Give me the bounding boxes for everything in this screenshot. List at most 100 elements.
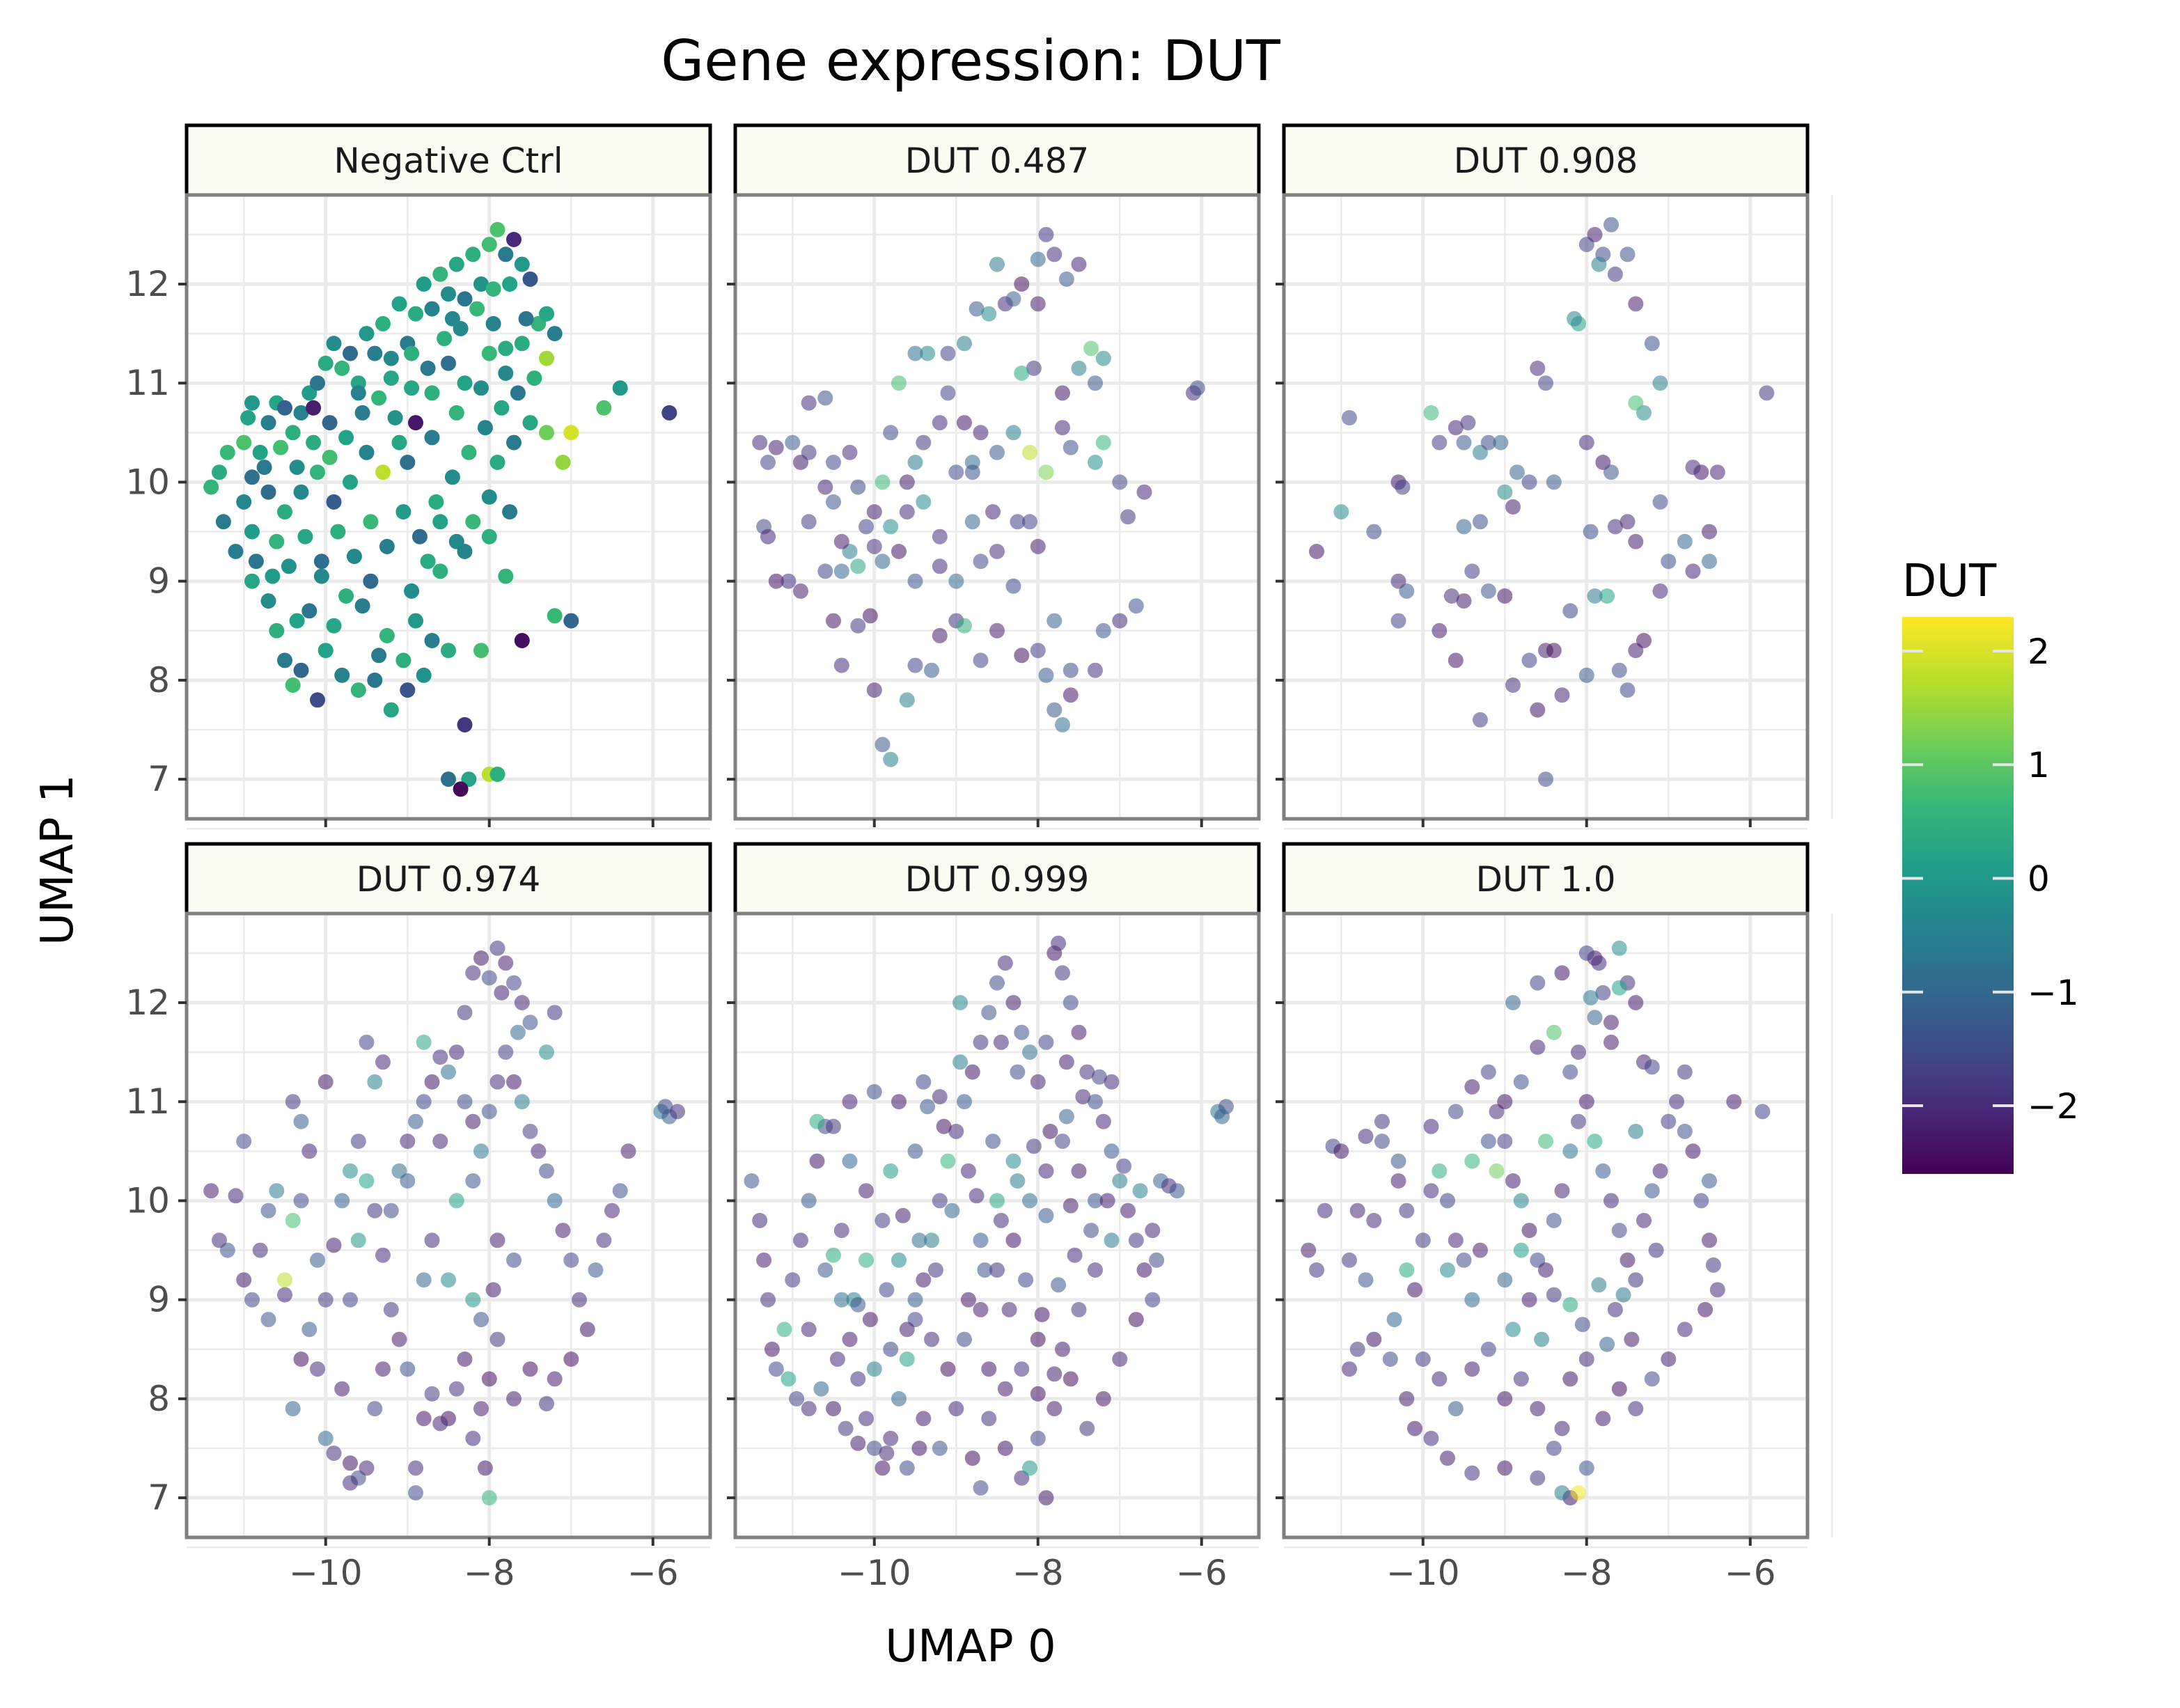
data-point xyxy=(1702,1232,1717,1248)
points xyxy=(752,226,1205,767)
data-point xyxy=(1611,662,1627,678)
data-point xyxy=(1497,1390,1513,1407)
data-point xyxy=(1546,1212,1562,1228)
data-point xyxy=(858,1183,874,1199)
data-point xyxy=(973,1480,989,1496)
data-point xyxy=(1554,1485,1570,1501)
data-point xyxy=(1554,965,1570,981)
data-point xyxy=(964,514,980,530)
data-point xyxy=(371,390,387,406)
data-point xyxy=(1358,1129,1374,1144)
data-point xyxy=(1423,1183,1439,1199)
data-point xyxy=(1464,1079,1480,1095)
points xyxy=(744,935,1234,1506)
data-point xyxy=(907,345,923,361)
data-point xyxy=(1030,538,1046,554)
data-point xyxy=(473,1143,489,1159)
panel-strip xyxy=(185,123,712,197)
data-point xyxy=(1062,995,1079,1010)
data-point xyxy=(1661,1113,1677,1129)
data-point xyxy=(383,350,399,366)
data-point xyxy=(1591,955,1607,971)
data-point xyxy=(957,336,972,352)
y-axis-title: UMAP 1 xyxy=(32,774,84,946)
panel-strip-label: DUT 0.908 xyxy=(1454,141,1638,181)
data-point xyxy=(879,1445,895,1462)
data-point xyxy=(1554,687,1570,703)
data-point xyxy=(416,667,432,683)
data-point xyxy=(1440,1262,1455,1278)
data-point xyxy=(1497,1134,1513,1150)
data-point xyxy=(1448,1104,1464,1120)
data-point xyxy=(1538,375,1553,391)
data-point xyxy=(1571,1485,1586,1501)
data-point xyxy=(1046,1366,1062,1382)
data-point xyxy=(1578,667,1594,683)
panel-border xyxy=(733,911,1261,1539)
x-tick-label: −6 xyxy=(1176,1553,1228,1593)
data-point xyxy=(833,533,849,549)
data-point xyxy=(1005,1232,1021,1248)
data-point xyxy=(448,1044,464,1060)
points xyxy=(1309,217,1775,788)
data-point xyxy=(408,1113,423,1129)
data-point xyxy=(448,1381,464,1397)
data-point xyxy=(1038,1163,1054,1179)
data-point xyxy=(1112,1351,1128,1367)
data-point xyxy=(375,315,391,331)
data-point xyxy=(588,1262,604,1278)
data-point xyxy=(1677,1064,1693,1080)
data-point xyxy=(330,524,346,540)
data-point xyxy=(973,425,989,441)
data-point xyxy=(1005,291,1021,307)
data-point xyxy=(252,1242,268,1258)
data-point xyxy=(989,256,1005,272)
data-point xyxy=(539,1044,554,1060)
data-point xyxy=(424,430,440,446)
data-point xyxy=(1554,1420,1570,1436)
x-tick-label: −8 xyxy=(1012,1553,1064,1593)
data-point xyxy=(1493,434,1509,450)
colorbar-tick-label: 2 xyxy=(2028,632,2050,672)
data-point xyxy=(993,1034,1009,1050)
data-point xyxy=(260,593,276,609)
data-point xyxy=(310,1252,325,1268)
data-point xyxy=(416,1411,432,1427)
data-point xyxy=(1628,1272,1644,1288)
data-point xyxy=(801,444,817,460)
data-point xyxy=(977,1262,993,1278)
data-point xyxy=(1636,1212,1652,1228)
y-tick-label: 12 xyxy=(125,982,170,1023)
data-point xyxy=(1611,1223,1627,1239)
data-point xyxy=(489,455,505,470)
data-point xyxy=(400,1173,416,1189)
data-point xyxy=(1399,1202,1415,1219)
data-point xyxy=(317,643,334,659)
data-point xyxy=(1456,593,1472,609)
points xyxy=(203,940,685,1506)
data-point xyxy=(371,648,387,664)
data-point xyxy=(764,1341,780,1357)
data-point xyxy=(301,603,317,619)
data-point xyxy=(1055,1134,1070,1150)
data-point xyxy=(408,1460,423,1476)
data-point xyxy=(973,1232,989,1248)
data-point xyxy=(408,306,423,322)
y-tick-label: 10 xyxy=(125,462,170,502)
data-point xyxy=(1120,509,1136,525)
data-point xyxy=(850,1296,866,1313)
data-point xyxy=(444,469,460,485)
data-point xyxy=(916,1074,932,1090)
data-point xyxy=(793,583,808,599)
y-tick-label: 9 xyxy=(148,561,170,602)
data-point xyxy=(297,528,313,544)
data-point xyxy=(1464,1465,1480,1481)
data-point xyxy=(1709,1282,1725,1298)
data-point xyxy=(1578,1094,1594,1110)
data-point xyxy=(1030,643,1046,659)
data-point xyxy=(1317,1202,1333,1219)
data-point xyxy=(367,1202,383,1219)
data-point xyxy=(1448,1232,1464,1248)
data-point xyxy=(920,1099,936,1115)
panel-strip-label: DUT 0.999 xyxy=(905,859,1090,900)
